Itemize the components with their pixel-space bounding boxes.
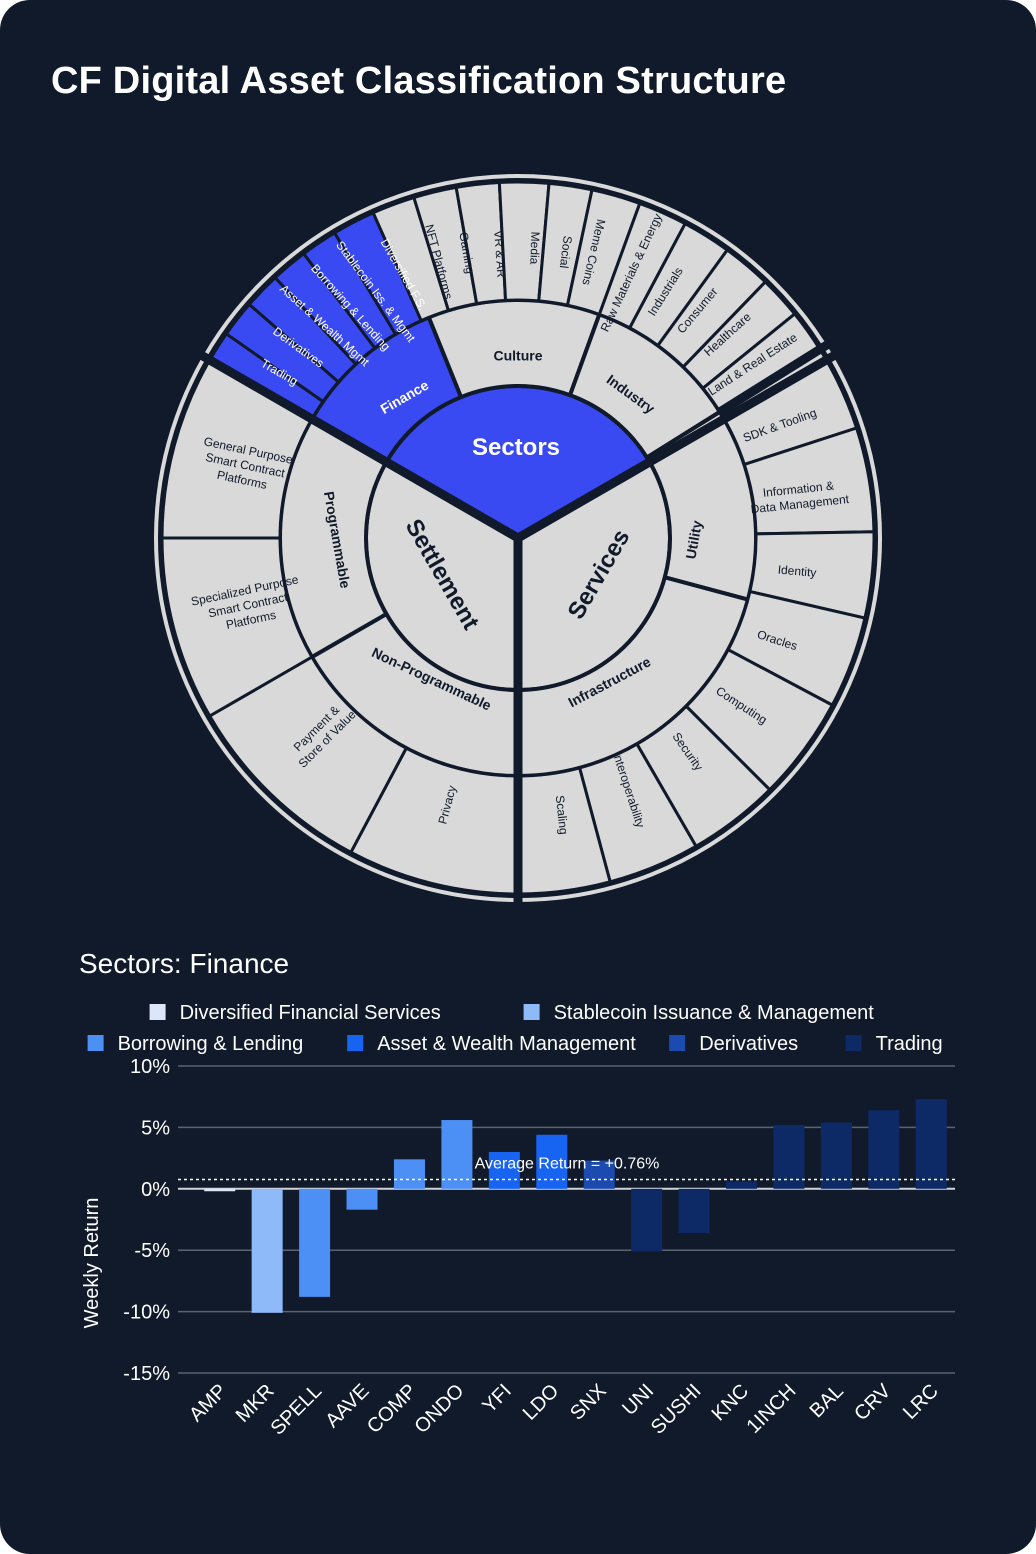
bar <box>868 1110 900 1189</box>
bar <box>678 1188 710 1234</box>
bar <box>631 1188 663 1252</box>
x-tick-label: KNC <box>708 1380 753 1425</box>
sectors-label: Sectors <box>472 434 560 461</box>
x-tick-label: AMP <box>185 1380 231 1426</box>
bar <box>393 1159 425 1189</box>
culture-label: Culture <box>494 348 543 364</box>
legend-label: Derivatives <box>699 1033 798 1055</box>
sunburst-diagram: Sectors Settlement Services Finance Cult… <box>154 174 882 902</box>
vr-ar-label: VR & AR <box>491 230 508 279</box>
group-separator <box>197 350 521 542</box>
x-tick-label: CRV <box>850 1380 896 1426</box>
average-label: Average Return = +0.76% <box>475 1155 660 1172</box>
media-label: Media <box>527 231 542 264</box>
x-tick-label: UNI <box>618 1380 658 1420</box>
x-tick-label: BAL <box>806 1380 848 1422</box>
group-separator <box>717 339 833 416</box>
bar <box>820 1122 852 1189</box>
x-tick-label: COMP <box>363 1380 421 1438</box>
y-tick-label: -10% <box>123 1302 170 1324</box>
legend-swatch <box>845 1035 862 1051</box>
legend-swatch <box>669 1035 686 1051</box>
x-tick-label: ONDO <box>410 1380 468 1438</box>
legend-label: Borrowing & Lending <box>118 1033 304 1055</box>
y-axis-label: Weekly Return <box>81 1198 103 1329</box>
legend-swatch <box>87 1035 104 1051</box>
bar <box>299 1188 331 1297</box>
utility-label: Utility <box>682 519 705 560</box>
x-tick-label: SPELL <box>267 1380 327 1440</box>
group-separator <box>515 350 839 542</box>
y-tick-label: -5% <box>134 1240 170 1262</box>
y-tick-label: -15% <box>123 1363 170 1385</box>
legend-swatch <box>347 1035 364 1051</box>
bar <box>204 1188 236 1192</box>
x-tick-label: SUSHI <box>647 1380 706 1439</box>
scaling-label: Scaling <box>553 795 571 836</box>
x-tick-label: 1INCH <box>743 1380 801 1438</box>
x-tick-label: LDO <box>519 1380 564 1425</box>
bar <box>583 1160 615 1189</box>
page-title: CF Digital Asset Classification Structur… <box>51 60 787 102</box>
bar <box>536 1134 568 1189</box>
legend-label: Diversified Financial Services <box>180 1002 441 1024</box>
bar <box>726 1181 758 1189</box>
bar <box>488 1151 520 1189</box>
x-tick-label: YFI <box>478 1380 516 1418</box>
x-tick-label: AAVE <box>321 1380 373 1432</box>
legend-swatch <box>523 1004 540 1020</box>
y-tick-label: 10% <box>130 1056 170 1078</box>
x-tick-label: MKR <box>232 1380 279 1427</box>
bar <box>251 1188 283 1313</box>
bar <box>773 1124 805 1189</box>
bar <box>441 1120 473 1189</box>
legend-label: Stablecoin Issuance & Management <box>554 1002 875 1024</box>
y-tick-label: 0% <box>141 1179 170 1201</box>
y-tick-label: 5% <box>141 1117 170 1139</box>
identity-label: Identity <box>777 563 817 580</box>
chart-title: Sectors: Finance <box>79 948 290 979</box>
legend-label: Trading <box>876 1033 943 1055</box>
social-label: Social <box>557 235 575 269</box>
legend-label: Asset & Wealth Management <box>377 1033 636 1055</box>
bar <box>915 1099 947 1189</box>
bar <box>346 1188 378 1210</box>
legend-swatch <box>149 1004 166 1020</box>
x-tick-label: LRC <box>899 1380 943 1424</box>
x-tick-label: SNX <box>566 1380 611 1425</box>
